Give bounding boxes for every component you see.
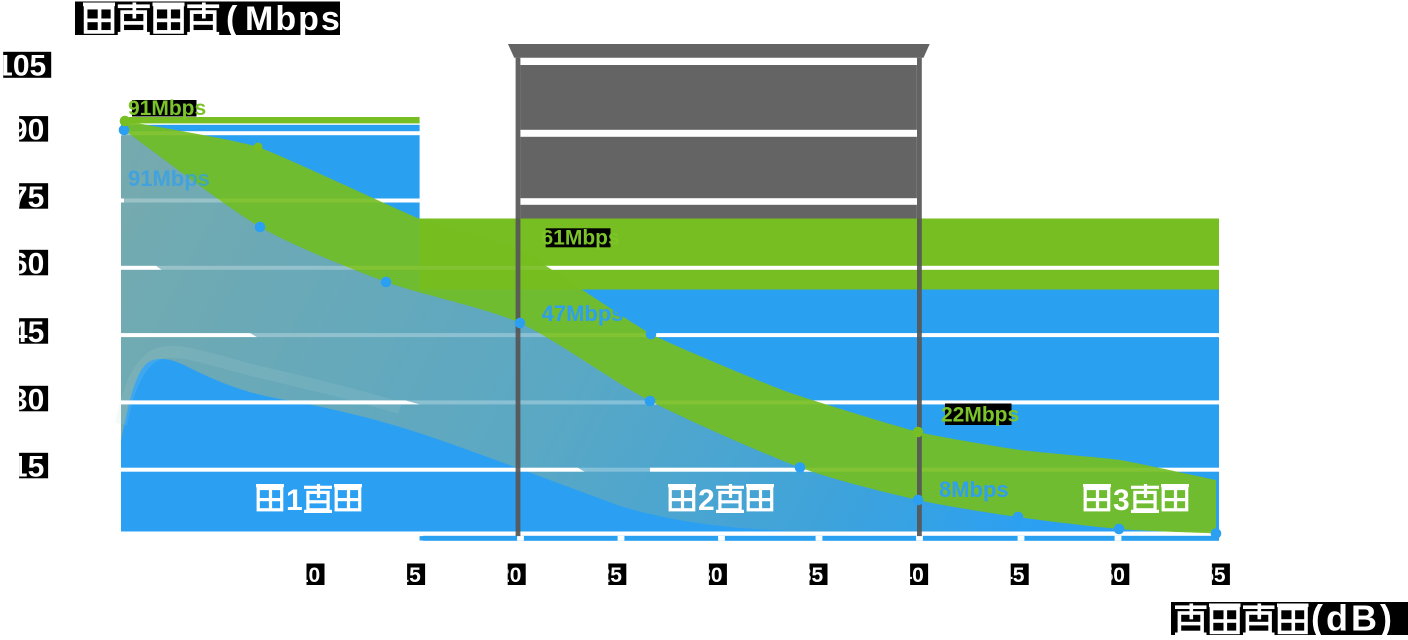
svg-text:22Mbps: 22Mbps	[941, 404, 1019, 427]
svg-text:55: 55	[1202, 564, 1226, 587]
svg-text:20: 20	[498, 564, 521, 587]
svg-text:75: 75	[11, 181, 44, 214]
svg-text:Mbps: Mbps	[245, 0, 342, 38]
svg-text:60: 60	[11, 247, 44, 280]
svg-text:30: 30	[699, 564, 722, 587]
svg-text:90: 90	[11, 114, 44, 147]
svg-text:47Mbps: 47Mbps	[542, 301, 624, 326]
svg-text:15: 15	[397, 564, 421, 587]
svg-text:(dB): (dB)	[1311, 598, 1395, 636]
svg-text:10: 10	[297, 564, 320, 587]
svg-text:61Mbps: 61Mbps	[542, 227, 620, 250]
svg-text:2: 2	[698, 484, 715, 517]
svg-text:8Mbps: 8Mbps	[939, 477, 1009, 502]
svg-text:105: 105	[0, 50, 46, 83]
svg-text:30: 30	[11, 383, 44, 416]
svg-text:(: (	[226, 0, 238, 38]
svg-text:91Mbps: 91Mbps	[128, 166, 210, 191]
svg-text:1: 1	[286, 484, 303, 517]
svg-text:3: 3	[1113, 484, 1130, 517]
svg-text:45: 45	[11, 316, 44, 349]
svg-text:45: 45	[1001, 564, 1025, 587]
svg-text:91Mbps: 91Mbps	[128, 97, 206, 120]
svg-text:50: 50	[1102, 564, 1125, 587]
svg-text:40: 40	[900, 564, 923, 587]
svg-text:15: 15	[11, 450, 44, 483]
svg-text:25: 25	[599, 564, 623, 587]
svg-text:35: 35	[800, 564, 824, 587]
